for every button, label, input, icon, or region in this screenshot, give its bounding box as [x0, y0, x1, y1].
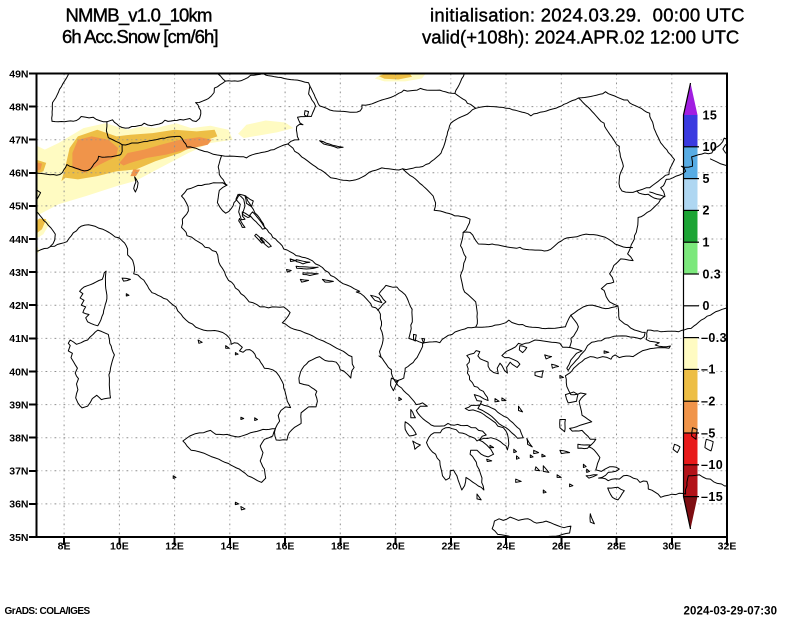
- svg-text:initialisation: 2024.03.29. 0: initialisation: 2024.03.29. 00:00 UTC: [430, 5, 745, 26]
- svg-text:18E: 18E: [331, 541, 350, 553]
- svg-text:10E: 10E: [110, 541, 129, 553]
- svg-text:43N: 43N: [9, 267, 28, 279]
- svg-text:–0.3: –0.3: [701, 331, 727, 345]
- svg-text:26E: 26E: [552, 541, 571, 553]
- svg-text:16E: 16E: [276, 541, 295, 553]
- svg-text:30E: 30E: [662, 541, 681, 553]
- svg-text:2: 2: [703, 204, 710, 218]
- svg-text:12E: 12E: [165, 541, 184, 553]
- svg-text:–15: –15: [701, 490, 723, 504]
- svg-text:37N: 37N: [9, 466, 28, 478]
- svg-text:valid(+108h): 2024.APR.02 12:0: valid(+108h): 2024.APR.02 12:00 UTC: [422, 27, 739, 48]
- svg-text:32E: 32E: [718, 541, 737, 553]
- svg-text:–2: –2: [701, 395, 716, 409]
- svg-text:28E: 28E: [607, 541, 626, 553]
- svg-text:–10: –10: [701, 458, 723, 472]
- svg-text:–5: –5: [701, 426, 716, 440]
- svg-text:2024-03-29-07:30: 2024-03-29-07:30: [684, 606, 778, 618]
- svg-text:NMMB_v1.0_10km: NMMB_v1.0_10km: [66, 5, 212, 27]
- svg-text:24E: 24E: [497, 541, 516, 553]
- svg-text:41N: 41N: [9, 333, 28, 345]
- svg-text:36N: 36N: [9, 499, 28, 511]
- svg-text:GrADS: COLA/IGES: GrADS: COLA/IGES: [5, 606, 91, 617]
- svg-text:40N: 40N: [9, 366, 28, 378]
- svg-text:10: 10: [703, 140, 718, 154]
- svg-text:15: 15: [703, 108, 718, 122]
- svg-text:0.3: 0.3: [703, 267, 722, 281]
- svg-text:45N: 45N: [9, 201, 28, 213]
- svg-text:35N: 35N: [9, 532, 28, 544]
- svg-text:38N: 38N: [9, 433, 28, 445]
- svg-text:44N: 44N: [9, 234, 28, 246]
- svg-text:–1: –1: [701, 363, 716, 377]
- svg-text:39N: 39N: [9, 399, 28, 411]
- svg-text:22E: 22E: [441, 541, 460, 553]
- svg-text:42N: 42N: [9, 300, 28, 312]
- svg-text:1: 1: [703, 236, 710, 250]
- svg-text:8E: 8E: [58, 541, 71, 553]
- svg-text:46N: 46N: [9, 168, 28, 180]
- svg-text:49N: 49N: [9, 68, 28, 80]
- svg-text:5: 5: [703, 172, 710, 186]
- svg-text:47N: 47N: [9, 135, 28, 147]
- svg-text:20E: 20E: [386, 541, 405, 553]
- svg-text:48N: 48N: [9, 101, 28, 113]
- svg-text:6h Acc.Snow [cm/6h]: 6h Acc.Snow [cm/6h]: [62, 26, 218, 47]
- svg-text:0: 0: [703, 299, 710, 313]
- svg-text:14E: 14E: [220, 541, 239, 553]
